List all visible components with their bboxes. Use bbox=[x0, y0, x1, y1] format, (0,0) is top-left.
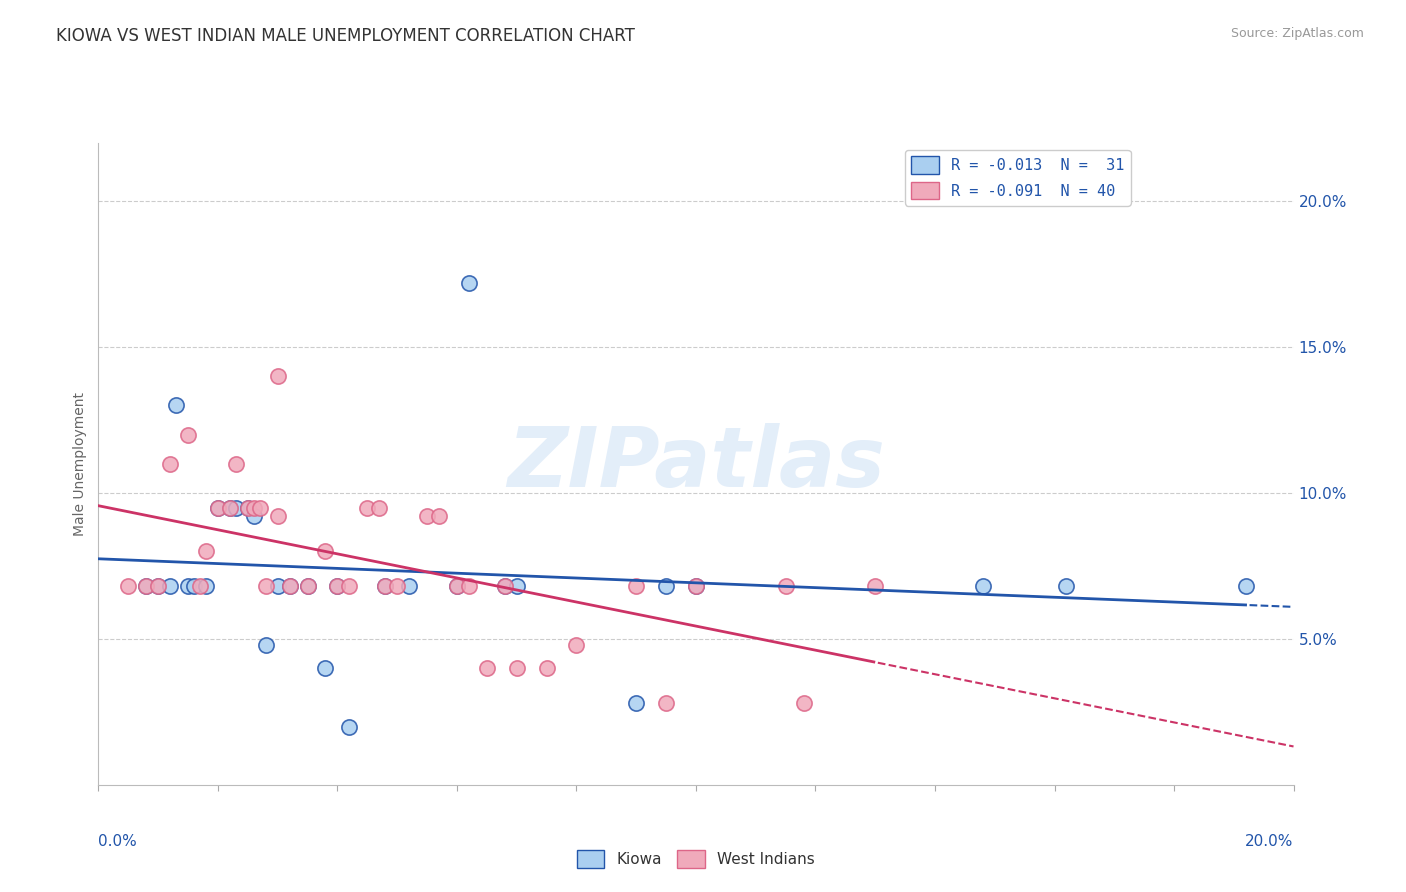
Point bbox=[148, 579, 170, 593]
Point bbox=[446, 579, 468, 593]
Point bbox=[159, 579, 181, 593]
Point bbox=[267, 579, 290, 593]
Point bbox=[236, 500, 259, 515]
Point bbox=[159, 457, 181, 471]
Point bbox=[458, 276, 481, 290]
Point bbox=[368, 500, 391, 515]
Point bbox=[225, 457, 247, 471]
Point bbox=[356, 500, 378, 515]
Point bbox=[326, 579, 349, 593]
Point bbox=[793, 696, 815, 710]
Point bbox=[536, 661, 558, 675]
Point bbox=[1054, 579, 1078, 593]
Point bbox=[626, 579, 648, 593]
Text: 0.0%: 0.0% bbox=[98, 834, 138, 849]
Point bbox=[626, 696, 648, 710]
Text: KIOWA VS WEST INDIAN MALE UNEMPLOYMENT CORRELATION CHART: KIOWA VS WEST INDIAN MALE UNEMPLOYMENT C… bbox=[56, 27, 636, 45]
Point bbox=[1234, 579, 1257, 593]
Point bbox=[506, 661, 529, 675]
Point bbox=[446, 579, 468, 593]
Point bbox=[225, 500, 247, 515]
Point bbox=[297, 579, 319, 593]
Point bbox=[135, 579, 157, 593]
Point bbox=[249, 500, 271, 515]
Point bbox=[374, 579, 396, 593]
Point bbox=[398, 579, 420, 593]
Point bbox=[315, 661, 337, 675]
Point bbox=[236, 500, 259, 515]
Point bbox=[416, 509, 439, 524]
Point bbox=[655, 579, 678, 593]
Point bbox=[207, 500, 229, 515]
Point bbox=[177, 427, 200, 442]
Point bbox=[195, 579, 218, 593]
Legend: Kiowa, West Indians: Kiowa, West Indians bbox=[571, 844, 821, 873]
Point bbox=[267, 509, 290, 524]
Point bbox=[278, 579, 301, 593]
Point bbox=[565, 638, 588, 652]
Point bbox=[655, 696, 678, 710]
Point bbox=[177, 579, 200, 593]
Point bbox=[267, 369, 290, 384]
Point bbox=[219, 500, 242, 515]
Point bbox=[315, 544, 337, 558]
Point bbox=[278, 579, 301, 593]
Point bbox=[219, 500, 242, 515]
Point bbox=[207, 500, 229, 515]
Point bbox=[427, 509, 450, 524]
Point bbox=[188, 579, 211, 593]
Point bbox=[165, 399, 187, 413]
Point bbox=[865, 579, 887, 593]
Point bbox=[475, 661, 498, 675]
Point bbox=[243, 509, 266, 524]
Point bbox=[685, 579, 707, 593]
Point bbox=[775, 579, 797, 593]
Point bbox=[972, 579, 994, 593]
Point bbox=[494, 579, 516, 593]
Point bbox=[183, 579, 205, 593]
Point bbox=[297, 579, 319, 593]
Text: 20.0%: 20.0% bbox=[1246, 834, 1294, 849]
Point bbox=[506, 579, 529, 593]
Point bbox=[685, 579, 707, 593]
Point bbox=[326, 579, 349, 593]
Point bbox=[195, 544, 218, 558]
Point bbox=[135, 579, 157, 593]
Point bbox=[374, 579, 396, 593]
Point bbox=[339, 720, 360, 734]
Point bbox=[339, 579, 360, 593]
Point bbox=[458, 579, 481, 593]
Point bbox=[148, 579, 170, 593]
Point bbox=[254, 638, 277, 652]
Point bbox=[117, 579, 139, 593]
Text: Source: ZipAtlas.com: Source: ZipAtlas.com bbox=[1230, 27, 1364, 40]
Point bbox=[243, 500, 266, 515]
Y-axis label: Male Unemployment: Male Unemployment bbox=[73, 392, 87, 536]
Point bbox=[254, 579, 277, 593]
Text: ZIPatlas: ZIPatlas bbox=[508, 424, 884, 504]
Point bbox=[494, 579, 516, 593]
Point bbox=[385, 579, 409, 593]
